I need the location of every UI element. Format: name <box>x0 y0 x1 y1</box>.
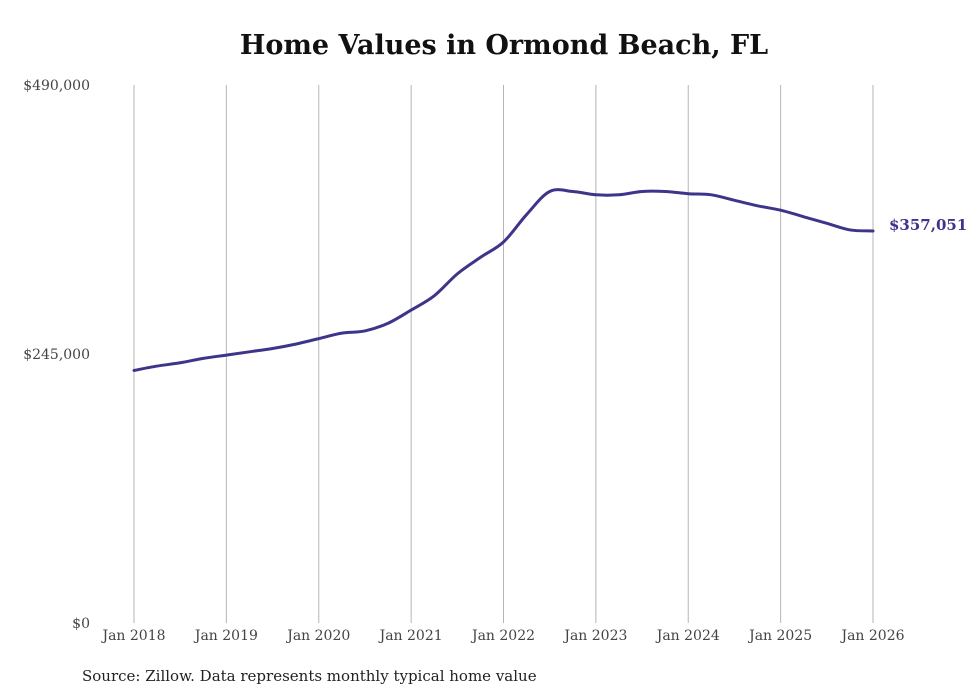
x-tick-label: Jan 2023 <box>562 628 627 644</box>
gridlines <box>133 85 874 623</box>
x-tick-label: Jan 2019 <box>193 628 258 644</box>
x-tick-label: Jan 2021 <box>378 628 443 644</box>
x-tick-label: Jan 2025 <box>747 628 812 644</box>
x-tick-label: Jan 2026 <box>839 628 904 644</box>
y-tick-label: $490,000 <box>23 78 90 94</box>
x-tick-label: Jan 2020 <box>285 628 350 644</box>
chart-title: Home Values in Ormond Beach, FL <box>239 30 769 61</box>
x-axis-ticks: Jan 2018 Jan 2019 Jan 2020 Jan 2021 Jan 2022… <box>100 628 904 644</box>
x-tick-label: Jan 2024 <box>655 628 720 644</box>
source-note: Source: Zillow. Data represents monthly … <box>82 667 537 685</box>
x-tick-label: Jan 2022 <box>470 628 535 644</box>
y-tick-label: $245,000 <box>23 347 90 363</box>
data-labels: $357,051 <box>889 216 967 234</box>
end-value-label: $357,051 <box>889 216 967 234</box>
series-line <box>132 188 875 372</box>
y-tick-label: $0 <box>72 616 90 632</box>
y-axis-ticks: $490,000 $245,000 $0 <box>23 78 90 632</box>
x-tick-label: Jan 2018 <box>100 628 165 644</box>
series-group <box>132 188 875 372</box>
